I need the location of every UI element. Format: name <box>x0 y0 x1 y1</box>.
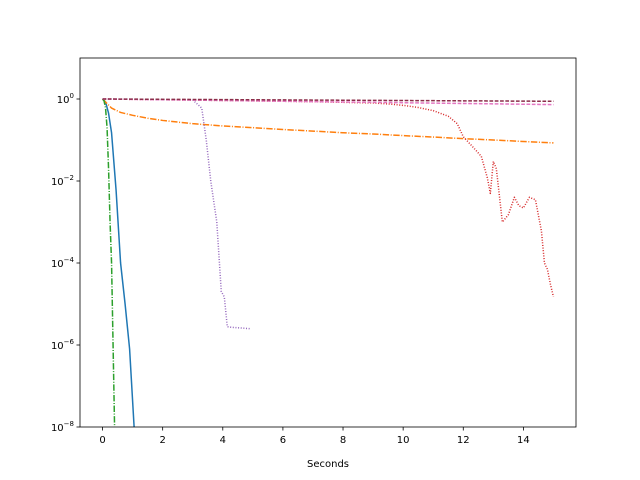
x-tick-label: 8 <box>340 435 346 446</box>
x-axis: 0 2 4 6 8 10 12 14 <box>99 427 530 446</box>
y-tick-label: 10−8 <box>51 420 74 434</box>
series-line-3 <box>101 98 116 427</box>
y-tick-label: 100 <box>57 92 74 106</box>
y-axis: 10−8 10−6 10−4 10−2 100 <box>51 92 80 434</box>
x-tick-label: 14 <box>517 435 530 446</box>
series-line-5 <box>102 98 250 330</box>
series-line-7 <box>102 98 554 103</box>
x-tick-label: 0 <box>99 435 105 446</box>
x-tick-label: 2 <box>159 435 165 446</box>
x-tick-label: 10 <box>397 435 410 446</box>
x-tick-label: 4 <box>220 435 226 446</box>
x-tick-label: 6 <box>280 435 286 446</box>
y-tick-label: 10−2 <box>51 174 74 188</box>
plot-frame <box>79 57 577 428</box>
y-tick-label: 10−6 <box>51 338 75 352</box>
x-tick-label: 12 <box>457 435 470 446</box>
series-layer <box>101 98 555 427</box>
series-line-2 <box>102 98 554 144</box>
y-tick-label: 10−4 <box>51 256 75 270</box>
x-axis-label: Seconds <box>307 459 349 470</box>
series-line-1 <box>102 98 135 427</box>
